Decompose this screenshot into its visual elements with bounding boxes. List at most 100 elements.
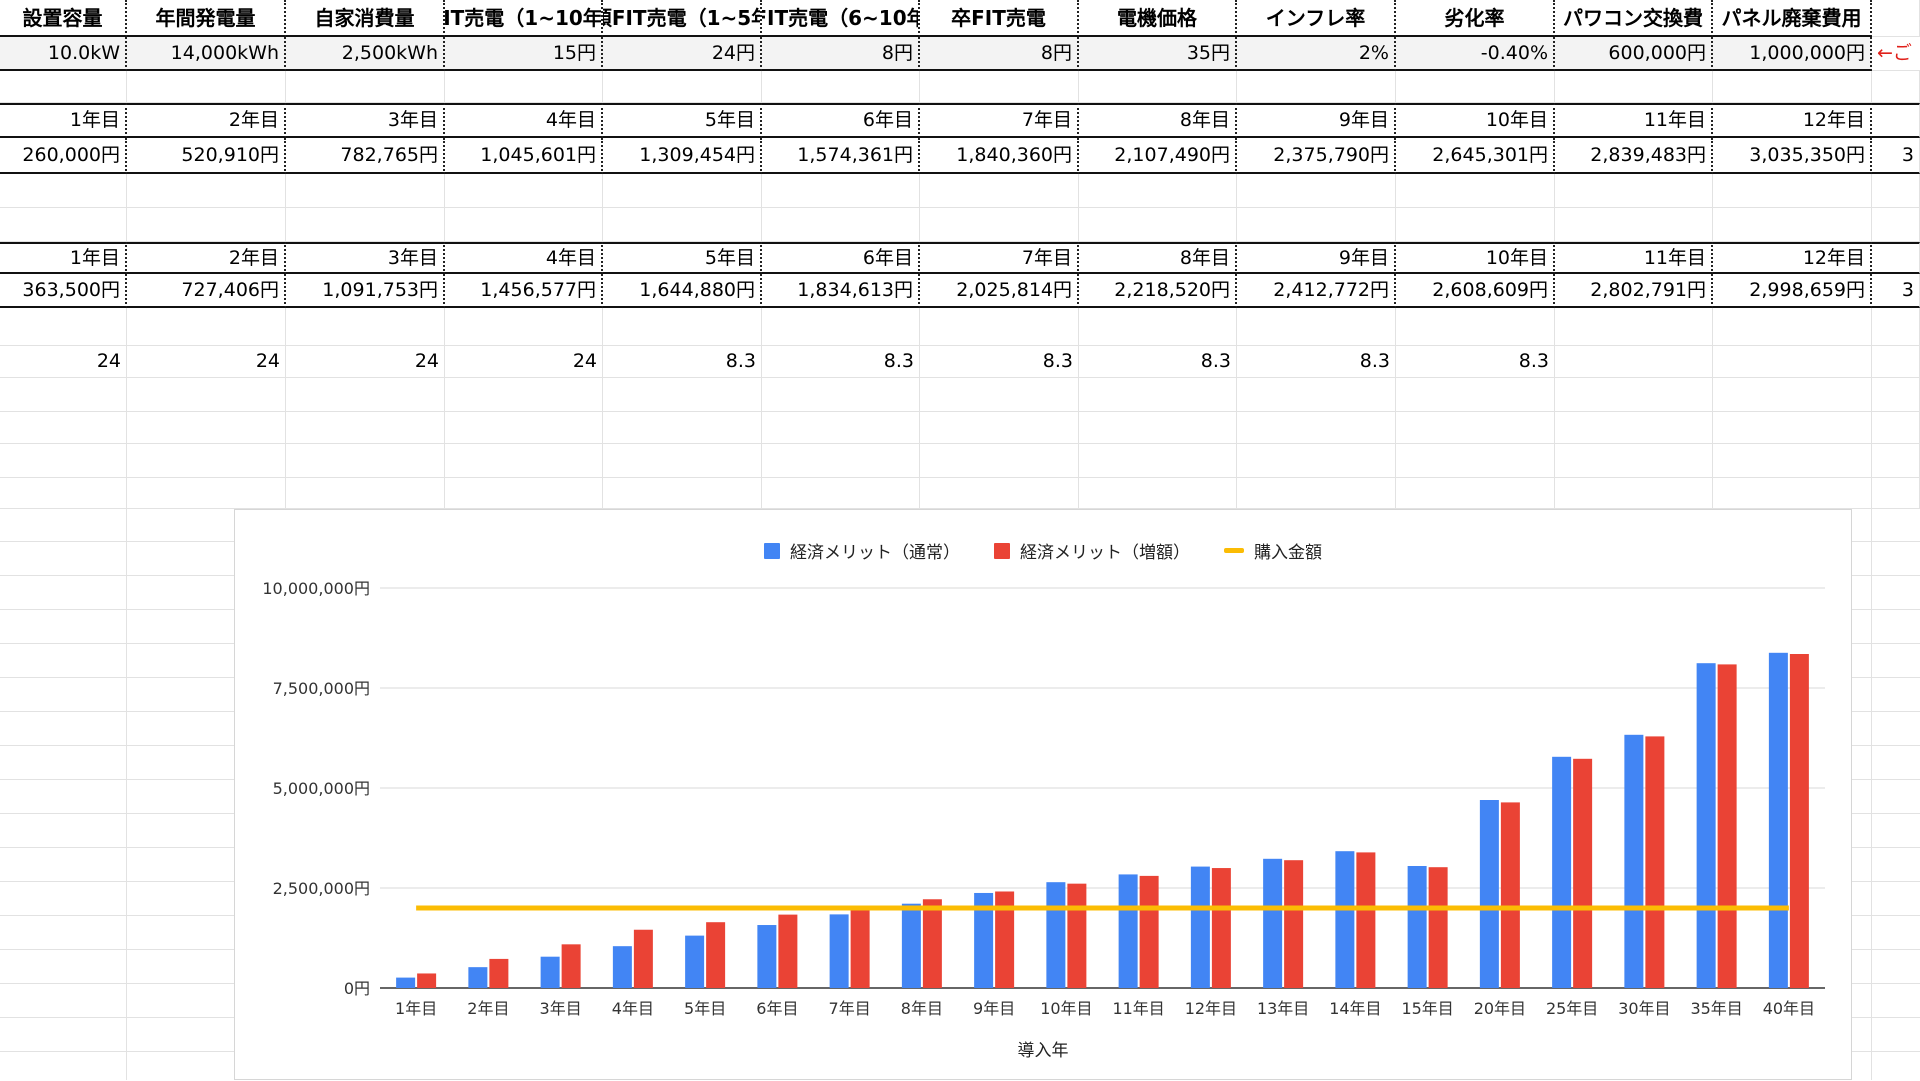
sheet-cell[interactable] [1872,0,1920,37]
merit-value[interactable]: 1,834,613円 [762,274,920,308]
param-value[interactable]: 35円 [1079,37,1237,71]
sheet-cell[interactable] [920,208,1079,242]
param-value[interactable]: 2% [1237,37,1396,71]
merit-value[interactable]: 1,456,577円 [445,274,603,308]
sheet-cell[interactable] [1555,378,1713,412]
sheet-cell[interactable] [762,478,920,509]
sheet-cell[interactable] [762,412,920,444]
param-value[interactable]: 1,000,000円 [1713,37,1872,71]
sheet-cell[interactable] [1396,412,1555,444]
param-header[interactable]: 年間発電量 [127,0,286,37]
sheet-cell[interactable] [1713,308,1872,346]
sheet-cell[interactable] [1079,478,1237,509]
param-value[interactable]: 10.0kW [0,37,127,71]
sheet-cell[interactable] [445,71,603,103]
sheet-cell[interactable] [1079,208,1237,242]
merit-value[interactable]: 1,644,880円 [603,274,762,308]
sheet-cell[interactable] [1713,71,1872,103]
rate-value[interactable] [1555,346,1713,378]
sheet-cell[interactable] [920,478,1079,509]
sheet-cell[interactable] [1555,444,1713,478]
sheet-cell[interactable] [920,412,1079,444]
year-header[interactable]: 8年目 [1079,242,1237,274]
year-header[interactable]: 12年目 [1713,103,1872,138]
sheet-cell[interactable] [286,444,445,478]
sheet-cell[interactable] [286,71,445,103]
sheet-cell[interactable] [1396,208,1555,242]
sheet-cell[interactable] [445,308,603,346]
sheet-cell[interactable] [603,308,762,346]
sheet-cell[interactable] [0,478,127,509]
year-header[interactable]: 6年目 [762,103,920,138]
sheet-cell[interactable] [1237,412,1396,444]
merit-value[interactable]: 1,309,454円 [603,138,762,174]
year-header[interactable]: 11年目 [1555,242,1713,274]
sheet-cell[interactable] [603,444,762,478]
sheet-cell[interactable] [1872,412,1920,444]
note-arrow[interactable]: ←ご [1872,37,1920,71]
merit-value[interactable]: 2,412,772円 [1237,274,1396,308]
param-header[interactable]: 設置容量 [0,0,127,37]
sheet-cell[interactable] [1872,478,1920,509]
sheet-cell[interactable] [127,478,286,509]
sheet-cell[interactable] [603,208,762,242]
merit-value[interactable]: 1,091,753円 [286,274,445,308]
merit-value[interactable]: 1,045,601円 [445,138,603,174]
param-header[interactable]: パワコン交換費 [1555,0,1713,37]
sheet-cell[interactable] [1713,378,1872,412]
merit-value[interactable]: 2,839,483円 [1555,138,1713,174]
sheet-cell[interactable] [445,412,603,444]
sheet-cell[interactable] [127,308,286,346]
sheet-cell[interactable] [762,378,920,412]
sheet-cell[interactable] [920,378,1079,412]
sheet-cell[interactable] [603,71,762,103]
merit-value[interactable]: 2,107,490円 [1079,138,1237,174]
sheet-cell[interactable] [920,444,1079,478]
sheet-cell[interactable] [1237,71,1396,103]
sheet-cell[interactable] [1237,208,1396,242]
rate-value[interactable]: 8.3 [1396,346,1555,378]
year-header[interactable]: 10年目 [1396,242,1555,274]
sheet-cell[interactable] [127,378,286,412]
sheet-cell[interactable] [762,444,920,478]
rate-value[interactable]: 8.3 [1079,346,1237,378]
sheet-cell[interactable] [0,208,127,242]
sheet-cell[interactable] [0,378,127,412]
sheet-cell[interactable] [127,174,286,208]
sheet-cell[interactable] [1079,308,1237,346]
rate-value[interactable]: 8.3 [1237,346,1396,378]
sheet-cell[interactable] [1555,412,1713,444]
sheet-cell[interactable] [445,478,603,509]
sheet-cell[interactable] [1555,71,1713,103]
param-header[interactable]: パネル廃棄費用 [1713,0,1872,37]
sheet-cell[interactable] [0,174,127,208]
merit-value[interactable]: 2,025,814円 [920,274,1079,308]
sheet-cell[interactable] [762,308,920,346]
sheet-cell[interactable] [1872,174,1920,208]
year-header[interactable]: 9年目 [1237,242,1396,274]
rate-value[interactable]: 24 [286,346,445,378]
year-header[interactable]: 5年目 [603,103,762,138]
sheet-cell[interactable] [1872,208,1920,242]
year-header[interactable]: 11年目 [1555,103,1713,138]
param-header[interactable]: 自家消費量 [286,0,445,37]
sheet-cell[interactable] [286,478,445,509]
param-value[interactable]: 8円 [920,37,1079,71]
param-header[interactable]: 電機価格 [1079,0,1237,37]
sheet-cell[interactable] [1396,478,1555,509]
sheet-cell[interactable] [286,412,445,444]
merit-value[interactable]: 363,500円 [0,274,127,308]
param-header[interactable]: インフレ率 [1237,0,1396,37]
sheet-cell[interactable] [1713,444,1872,478]
param-value[interactable]: 8円 [762,37,920,71]
sheet-cell[interactable] [603,378,762,412]
sheet-cell[interactable] [1237,174,1396,208]
sheet-cell[interactable] [1713,174,1872,208]
year-header[interactable]: 12年目 [1713,242,1872,274]
merit-value[interactable]: 2,375,790円 [1237,138,1396,174]
sheet-cell[interactable] [1872,346,1920,378]
param-header[interactable]: FIT売電（6~10年 [762,0,920,37]
year-header[interactable]: 6年目 [762,242,920,274]
year-header[interactable]: 7年目 [920,242,1079,274]
rate-value[interactable]: 8.3 [920,346,1079,378]
